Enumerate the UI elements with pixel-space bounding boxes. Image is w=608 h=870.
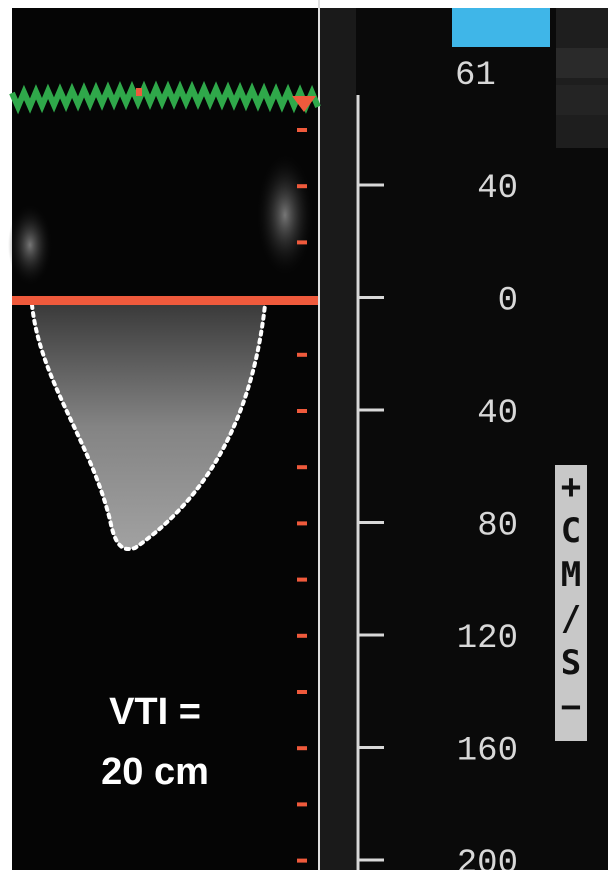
unit-char: C [561, 511, 581, 551]
scale-label: 160 [457, 733, 518, 771]
baseline [12, 296, 318, 305]
scale-label: 120 [457, 620, 518, 658]
ecg-marker [136, 88, 142, 96]
depth-dash [297, 352, 307, 357]
depth-dash [297, 577, 307, 582]
depth-dash [297, 690, 307, 694]
vti-trace [30, 303, 267, 551]
scale-label: 0 [498, 283, 518, 321]
depth-dash [297, 409, 307, 413]
depth-dash [297, 128, 307, 132]
depth-dash [297, 184, 307, 189]
scale-label: 40 [477, 395, 518, 433]
unit-char: M [561, 555, 581, 595]
depth-dash [297, 746, 307, 751]
color-indicator [452, 8, 550, 47]
unit-char: + [561, 467, 581, 507]
depth-dash [297, 521, 307, 526]
depth-dash [297, 240, 307, 245]
scale-ticks: 40 0 40 80 120 160 200 [358, 170, 518, 870]
flow-envelope [32, 305, 265, 550]
scale-strip [320, 8, 356, 870]
signal [257, 155, 313, 275]
ecg-marker [292, 96, 316, 112]
unit-box [555, 465, 587, 741]
scale-label: 40 [477, 170, 518, 208]
vti-value: 20 cm [101, 751, 209, 793]
ecg-trace [9, 80, 321, 115]
depth-dash [297, 465, 307, 470]
unit-label: +CM/S− [561, 467, 581, 727]
gray-step [556, 85, 608, 115]
scale-label: 200 [457, 845, 518, 870]
gray-step [556, 48, 608, 78]
unit-char: S [561, 643, 581, 683]
signal [8, 205, 52, 285]
scale-label: 80 [477, 508, 518, 546]
unit-char: − [561, 687, 581, 727]
depth-dash [297, 802, 307, 807]
vti-label: VTI = [109, 691, 201, 733]
depth-dashes [297, 128, 307, 863]
depth-dash [297, 633, 307, 638]
header-value: 61 [455, 57, 496, 95]
depth-dash [297, 858, 307, 863]
divider [318, 0, 320, 870]
unit-char: / [561, 599, 581, 639]
